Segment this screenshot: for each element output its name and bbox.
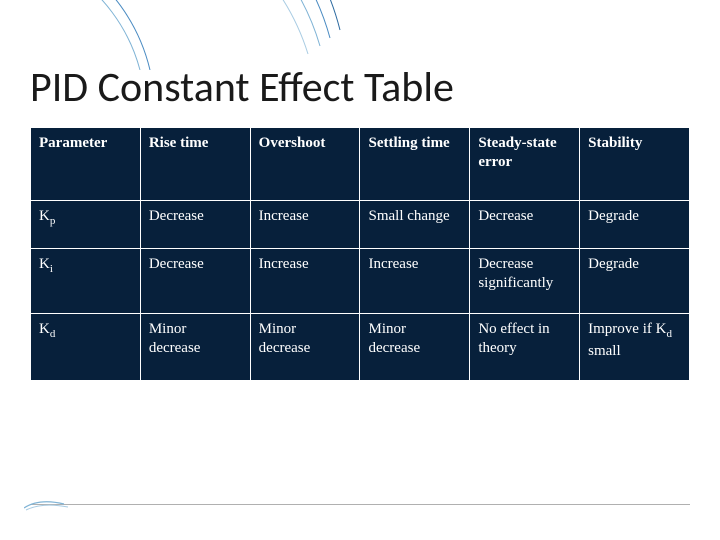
col-overshoot: Overshoot	[250, 128, 360, 201]
cell-kd-stability: Improve if Kd small	[580, 313, 690, 381]
table-row: Kd Minor decrease Minor decrease Minor d…	[31, 313, 690, 381]
cell: Minor decrease	[140, 313, 250, 381]
cell: Small change	[360, 200, 470, 249]
table-row: Ki Decrease Increase Increase Decrease s…	[31, 249, 690, 314]
col-stability: Stability	[580, 128, 690, 201]
table-header-row: Parameter Rise time Overshoot Settling t…	[31, 128, 690, 201]
table-row: Kp Decrease Increase Small change Decrea…	[31, 200, 690, 249]
footer-swoosh-icon	[24, 498, 74, 512]
cell-param-kp: Kp	[31, 200, 141, 249]
col-settling-time: Settling time	[360, 128, 470, 201]
cell: Decrease significantly	[470, 249, 580, 314]
pid-table: Parameter Rise time Overshoot Settling t…	[30, 127, 690, 381]
cell: Increase	[360, 249, 470, 314]
col-steady-state-error: Steady-state error	[470, 128, 580, 201]
cell: Degrade	[580, 200, 690, 249]
cell-param-ki: Ki	[31, 249, 141, 314]
col-parameter: Parameter	[31, 128, 141, 201]
page-title: PID Constant Effect Table	[30, 0, 690, 127]
cell: Decrease	[140, 200, 250, 249]
col-rise-time: Rise time	[140, 128, 250, 201]
cell-param-kd: Kd	[31, 313, 141, 381]
cell: Minor decrease	[250, 313, 360, 381]
footer-decoration	[30, 504, 690, 522]
cell: Increase	[250, 200, 360, 249]
slide: PID Constant Effect Table Parameter Rise…	[0, 0, 720, 540]
cell: Minor decrease	[360, 313, 470, 381]
cell: Degrade	[580, 249, 690, 314]
cell: No effect in theory	[470, 313, 580, 381]
cell: Decrease	[470, 200, 580, 249]
cell: Increase	[250, 249, 360, 314]
cell: Decrease	[140, 249, 250, 314]
